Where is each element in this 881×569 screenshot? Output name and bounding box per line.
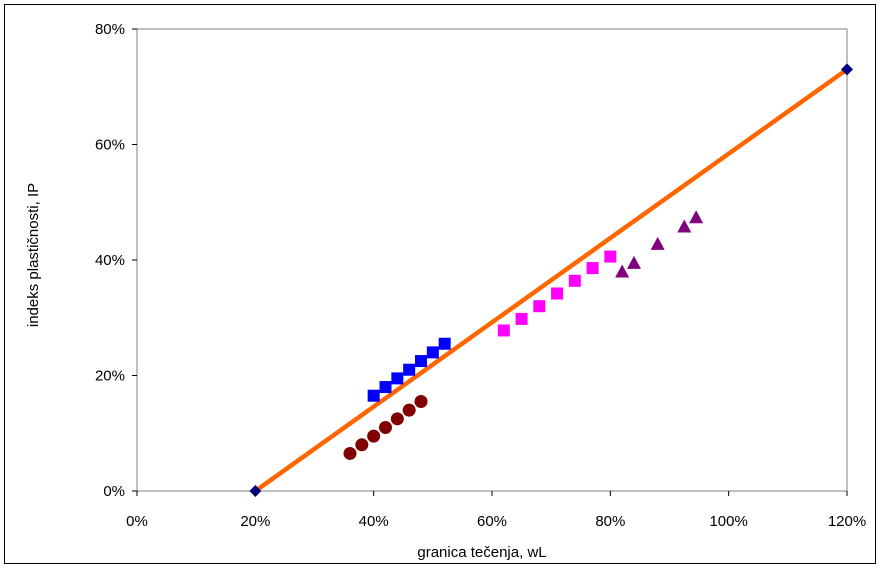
data-point-circle — [402, 403, 416, 417]
data-point-circle — [355, 438, 369, 452]
data-point-square — [391, 372, 404, 385]
y-tick-label: 40% — [95, 252, 125, 269]
data-point-circle — [343, 446, 357, 460]
data-point-circle — [390, 412, 404, 426]
x-tick-label: 40% — [359, 513, 389, 530]
data-point-square — [403, 363, 416, 376]
data-point-triangle — [627, 255, 641, 269]
x-tick-label: 0% — [126, 513, 148, 530]
data-point-square — [438, 337, 451, 350]
data-point-square — [515, 312, 528, 325]
data-point-triangle — [689, 210, 704, 224]
x-axis-title: granica tečenja, wL — [417, 544, 546, 561]
x-tick-label: 60% — [477, 513, 507, 530]
x-tick-label: 20% — [240, 513, 270, 530]
x-tick-label: 80% — [595, 513, 625, 530]
data-point-triangle — [615, 264, 630, 278]
data-point-square — [551, 287, 564, 300]
data-point-square — [415, 355, 427, 368]
plot-area — [136, 28, 848, 492]
data-point-circle — [414, 394, 428, 408]
data-point-diamond — [841, 63, 853, 76]
data-point-square — [367, 389, 380, 402]
y-tick-label: 20% — [95, 368, 125, 385]
y-tick-label: 0% — [103, 483, 125, 500]
y-tick-label: 60% — [95, 137, 125, 154]
trend-line — [254, 67, 849, 493]
data-point-square — [379, 381, 392, 394]
x-tick-label: 120% — [828, 513, 866, 530]
data-point-triangle — [650, 236, 665, 250]
data-point-square — [426, 346, 439, 359]
data-point-square — [568, 274, 581, 287]
x-tick-label: 100% — [709, 513, 747, 530]
data-point-square — [604, 250, 617, 263]
data-point-square — [586, 262, 599, 275]
data-point-square — [497, 324, 510, 337]
data-point-square — [533, 300, 546, 313]
data-point-circle — [379, 420, 392, 434]
y-axis-title: indeks plastičnosti, IP — [25, 183, 42, 327]
y-tick-label: 80% — [95, 21, 125, 38]
data-point-triangle — [677, 219, 692, 233]
data-point-circle — [367, 429, 381, 443]
